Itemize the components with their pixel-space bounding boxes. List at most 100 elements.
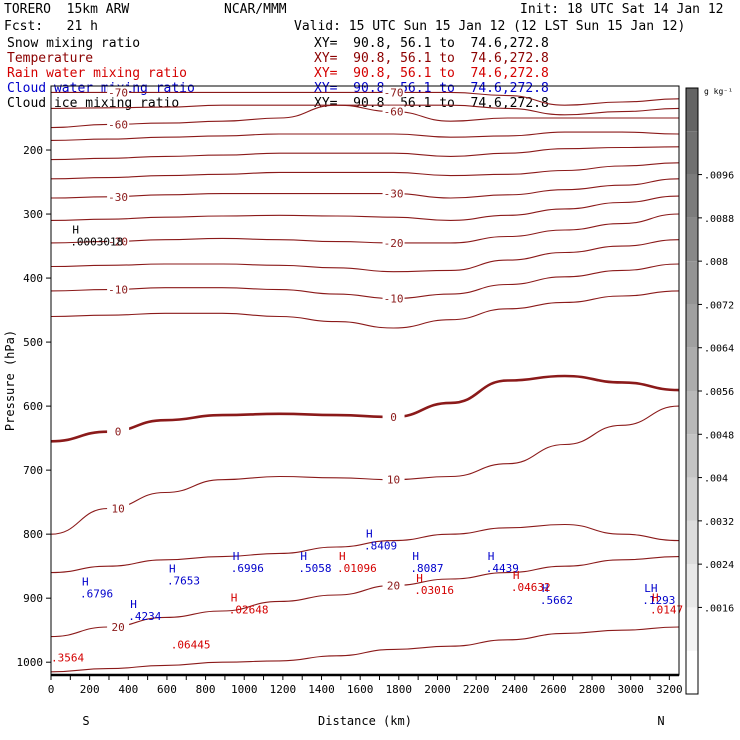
colorbar-swatch (686, 477, 698, 521)
north-label: N (657, 714, 664, 728)
extremum-value: .3564 (51, 651, 84, 664)
isotherm-label-bg (107, 620, 130, 632)
extremum-value: .0003018 (70, 235, 123, 248)
isotherm-line (50, 195, 680, 221)
x-tick-label: 2400 (502, 683, 529, 696)
x-tick-label: 200 (80, 683, 100, 696)
isotherm-label: 10 (111, 503, 124, 516)
extremum-value: .6796 (80, 587, 113, 600)
extremum-marker: H (652, 591, 659, 604)
isotherm-label: -10 (384, 293, 404, 306)
field-name: Temperature (7, 51, 94, 66)
center-label: NCAR/MMM (224, 2, 287, 17)
extremum-marker: H (169, 563, 176, 576)
extremum-value: .5058 (298, 562, 331, 575)
field-name: Rain water mixing ratio (7, 66, 188, 81)
isotherm-line (50, 290, 680, 329)
forecast-hour: Fcst: 21 h (4, 19, 98, 34)
xy-line: XY= 90.8, 56.1 to 74.6,272.8 (314, 36, 549, 51)
isotherm-line (50, 626, 680, 673)
south-label: S (82, 714, 89, 728)
colorbar-tick-label: .0024 (704, 560, 734, 571)
extremum-marker: H (416, 572, 423, 585)
extremum-value: .4234 (128, 610, 161, 623)
x-tick-label: 3200 (656, 683, 683, 696)
colorbar-swatch (686, 217, 698, 262)
extremum-marker: H (231, 591, 238, 604)
extremum-value: .04632 (511, 581, 551, 594)
colorbar-tick-label: .0056 (704, 387, 734, 398)
isotherm-label-bg (382, 86, 405, 98)
extremum-value: .7653 (167, 575, 200, 588)
y-axis-title: Pressure (hPa) (3, 330, 17, 431)
x-tick-label: 0 (48, 683, 55, 696)
isotherm-label-bg (107, 118, 130, 130)
isotherm-label: -60 (108, 118, 128, 131)
x-tick-label: 2200 (463, 683, 490, 696)
extremum-marker: H (300, 550, 307, 563)
isotherm-label-bg (382, 236, 405, 248)
isotherm-label-bg (107, 190, 130, 202)
colorbar-swatch (686, 88, 698, 132)
extremum-value: .4439 (486, 562, 519, 575)
isotherm-line (50, 104, 679, 129)
x-tick-label: 800 (196, 683, 216, 696)
isotherm-line (50, 178, 680, 199)
colorbar-swatch (686, 174, 698, 218)
y-tick-label: 900 (23, 592, 43, 605)
isotherm-line (50, 131, 680, 141)
isotherm-label-bg (382, 187, 405, 199)
extremum-value: .8409 (364, 539, 397, 552)
x-tick-label: 3000 (617, 683, 644, 696)
extremum-marker: H (233, 550, 240, 563)
isotherm-label-bg (107, 425, 130, 437)
y-tick-label: 800 (23, 528, 43, 541)
init-time: Init: 18 UTC Sat 14 Jan 12 (520, 2, 724, 17)
extremum-marker: H (339, 550, 346, 563)
isotherm-label: 20 (111, 621, 124, 634)
y-tick-label: 300 (23, 208, 43, 221)
isotherm-label-bg (107, 86, 130, 98)
x-tick-label: 1400 (308, 683, 335, 696)
y-tick-label: 500 (23, 336, 43, 349)
extremum-value: .1293 (642, 594, 675, 607)
xy-line: XY= 90.8, 56.1 to 74.6,272.8 (314, 96, 549, 111)
isotherm-label: -60 (384, 106, 404, 119)
colorbar-tick-label: .0016 (704, 603, 734, 614)
x-tick-label: 2600 (540, 683, 567, 696)
x-tick-label: 1800 (386, 683, 413, 696)
colorbar-unit: g kg⁻¹ (704, 87, 733, 96)
isotherm-label-bg (107, 235, 130, 247)
isotherm-label-bg (382, 292, 405, 304)
extremum-marker: H (72, 223, 79, 236)
colorbar-swatch (686, 347, 698, 391)
y-tick-label: 200 (23, 144, 43, 157)
isotherm-label: -30 (384, 188, 404, 201)
isotherm-label: -30 (108, 191, 128, 204)
colorbar-swatch (686, 131, 698, 175)
field-name: Snow mixing ratio (7, 36, 141, 51)
extremum-marker: H (366, 527, 373, 540)
extremum-value: .03016 (414, 584, 454, 597)
isotherm-line (50, 213, 680, 244)
extremum-marker: H (488, 550, 495, 563)
extremum-value: .01096 (337, 562, 377, 575)
colorbar-tick-label: .0072 (704, 300, 734, 311)
x-tick-label: 600 (157, 683, 177, 696)
colorbar-tick-label: .0096 (704, 171, 734, 182)
isotherm-label: 20 (387, 579, 400, 592)
isotherm-label-bg (107, 283, 130, 295)
extremum-marker: H (130, 598, 137, 611)
isotherm-label-bg (382, 579, 405, 591)
colorbar-tick-label: .0064 (704, 344, 734, 355)
isotherm-line (50, 104, 680, 116)
xy-line: XY= 90.8, 56.1 to 74.6,272.8 (314, 51, 549, 66)
extremum-value: .5662 (540, 594, 573, 607)
extremum-marker: H (513, 569, 520, 582)
extremum-value: .0147 (650, 603, 683, 616)
isotherm-label-bg (382, 105, 405, 117)
colorbar-swatch (686, 650, 698, 694)
y-tick-label: 700 (23, 464, 43, 477)
colorbar-swatch (686, 304, 698, 348)
